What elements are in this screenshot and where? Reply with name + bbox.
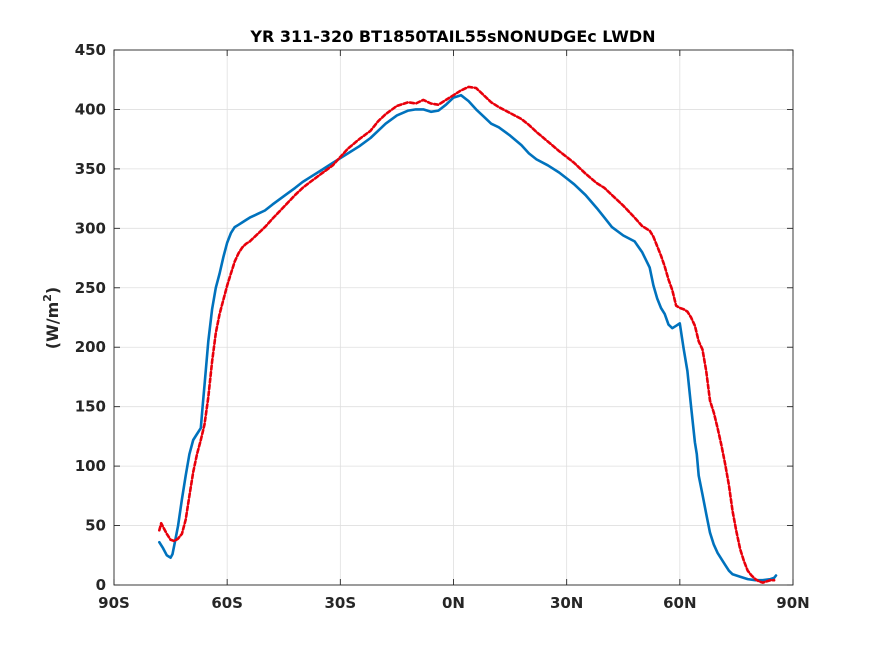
series-group — [158, 85, 778, 584]
y-tick-label: 450 — [75, 41, 106, 59]
y-tick-label: 350 — [75, 160, 106, 178]
y-axis-label-superscript: 2 — [41, 294, 54, 302]
x-tick-label: 0N — [442, 594, 465, 612]
x-tick-label: 60S — [211, 594, 243, 612]
chart-title: YR 311-320 BT1850TAIL55sNONUDGEc LWDN — [249, 27, 655, 46]
y-tick-label: 150 — [75, 398, 106, 416]
y-axis-label: (W/m2) — [41, 287, 62, 349]
x-tick-label: 90S — [98, 594, 130, 612]
y-axis-label-close: ) — [43, 287, 62, 294]
ticks: 90S 60S 30S 0N 30N 60N 90N 0 50 100 150 200 250 300 35… — [75, 41, 810, 612]
y-tick-label: 0 — [96, 576, 106, 594]
series-line-solid — [158, 93, 778, 582]
y-tick-label: 300 — [75, 219, 106, 237]
x-tick-label: 30S — [324, 594, 356, 612]
y-tick-label: 250 — [75, 279, 106, 297]
y-axis-label-main: (W/m — [43, 302, 62, 349]
x-tick-label: 30N — [550, 594, 583, 612]
y-tick-label: 400 — [75, 100, 106, 118]
y-tick-label: 100 — [75, 457, 106, 475]
x-tick-label: 60N — [663, 594, 696, 612]
x-tick-label: 90N — [776, 594, 809, 612]
series-line-dashed — [158, 85, 776, 584]
y-tick-label: 50 — [85, 517, 106, 535]
y-tick-label: 200 — [75, 338, 106, 356]
